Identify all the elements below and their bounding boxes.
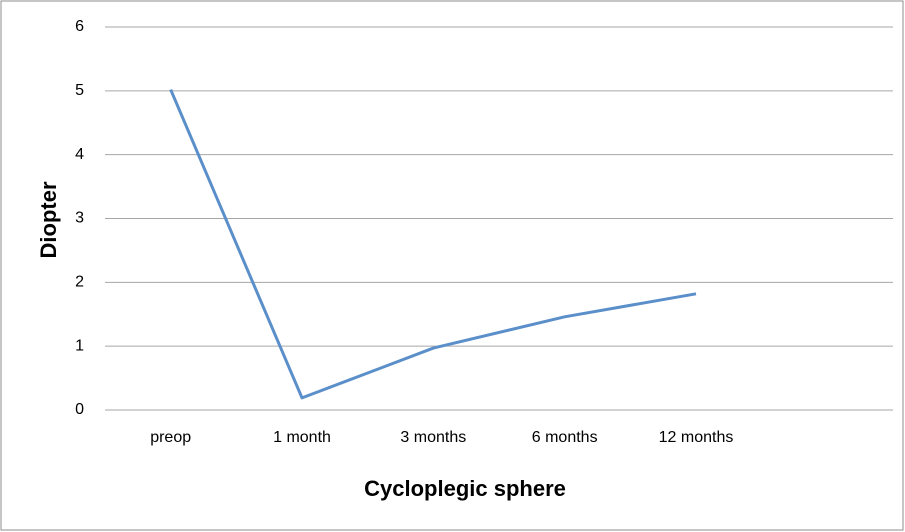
line-series [169,88,697,400]
y-axis-title: Diopter [36,181,61,258]
x-tick-label: 3 months [400,429,466,446]
y-tick-label: 0 [75,401,84,418]
x-axis-title: Cycloplegic sphere [364,476,566,501]
x-tick-label: 6 months [532,429,598,446]
y-tick-label: 5 [75,82,84,99]
y-tick-label: 4 [75,146,84,163]
x-tick-label: 1 month [273,429,331,446]
y-tick-label: 3 [75,210,84,227]
x-tick-label: preop [150,429,191,446]
y-tick-label: 2 [75,274,84,291]
y-tick-label: 1 [75,337,84,354]
y-tick-label: 6 [75,18,84,35]
x-tick-label: 12 months [659,429,734,446]
